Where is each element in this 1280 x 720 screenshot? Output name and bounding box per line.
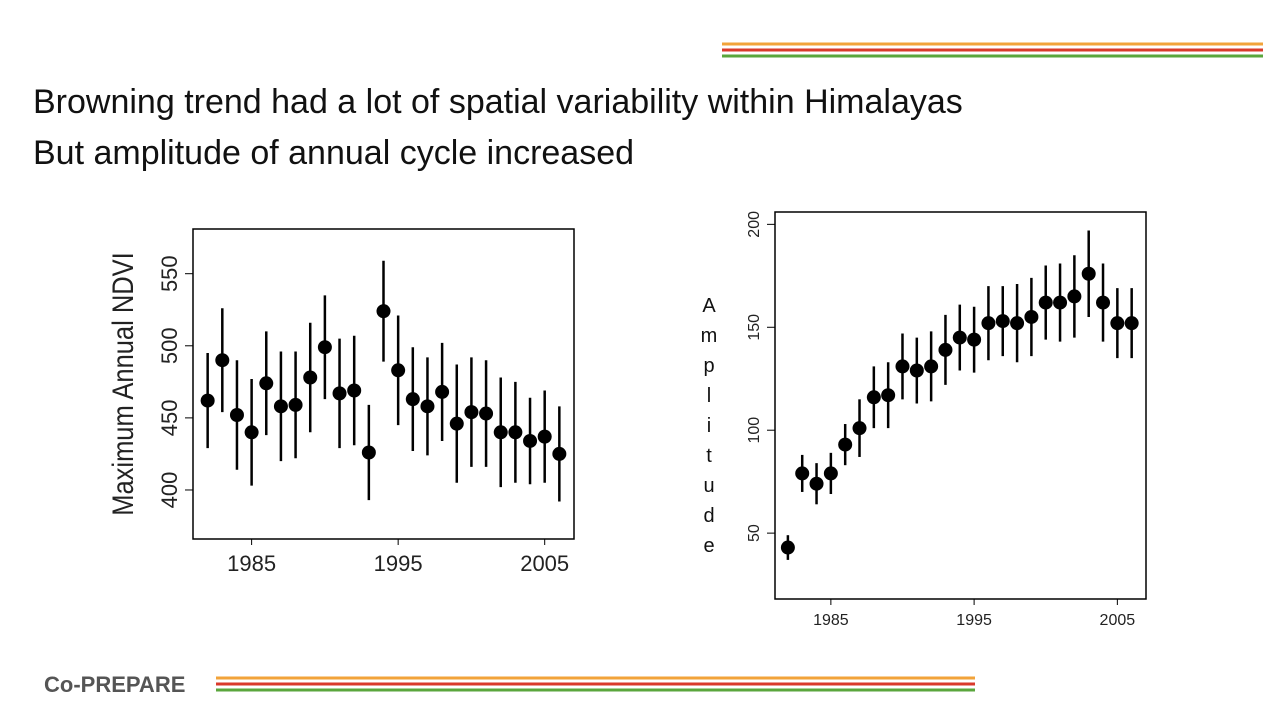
y-tick-label: 150 (746, 314, 763, 341)
y-tick-label: 500 (157, 327, 182, 364)
point (809, 476, 824, 491)
decor-bottom (216, 676, 975, 692)
plot-frame (774, 211, 1147, 600)
point (1124, 316, 1139, 331)
point (1038, 295, 1053, 310)
point (1081, 266, 1096, 281)
point (317, 340, 332, 355)
point (303, 370, 318, 385)
point (1096, 295, 1111, 310)
x-tick-label: 2005 (1100, 612, 1136, 629)
point (1067, 289, 1082, 304)
y-tick-label: 550 (157, 255, 182, 292)
y-tick-label: 50 (746, 524, 763, 542)
x-tick-label: 1995 (374, 551, 423, 576)
x-tick-label: 1985 (813, 612, 849, 629)
point (508, 425, 523, 440)
point (938, 342, 953, 357)
x-tick-label: 2005 (520, 551, 569, 576)
point (273, 399, 288, 414)
y-tick-label: 400 (157, 472, 182, 509)
y-tick-label: 100 (746, 417, 763, 444)
point (464, 405, 479, 420)
y-tick-label: 450 (157, 400, 182, 437)
point (449, 416, 464, 431)
point (332, 386, 347, 401)
point (881, 388, 896, 403)
slide-line: Browning trend had a lot of spatial vari… (33, 83, 963, 121)
point (229, 408, 244, 422)
point (215, 353, 230, 368)
point (967, 332, 982, 347)
point (838, 437, 853, 452)
point (361, 445, 376, 460)
plot-frame (192, 228, 575, 540)
point (1053, 295, 1068, 310)
point (376, 304, 391, 319)
decor-top (722, 42, 1263, 58)
point (780, 540, 795, 555)
point (479, 406, 494, 421)
point (244, 425, 259, 440)
point (420, 399, 435, 414)
point (1110, 316, 1125, 331)
point (1024, 309, 1039, 324)
point (435, 384, 450, 399)
point (259, 376, 274, 391)
point (795, 466, 810, 481)
x-tick-label: 1985 (227, 551, 276, 576)
point (405, 392, 420, 407)
point (981, 316, 996, 331)
point (523, 433, 538, 448)
point (391, 363, 406, 378)
y-axis-label: Maximum Annual NDVI (106, 252, 139, 515)
point (909, 363, 924, 378)
point (1010, 316, 1025, 331)
point (895, 359, 910, 374)
point (924, 359, 939, 374)
point (823, 466, 838, 481)
point (493, 425, 508, 440)
slide-line: But amplitude of annual cycle increased (33, 134, 634, 172)
point (347, 383, 362, 398)
x-tick-label: 1995 (956, 612, 992, 629)
point (552, 446, 567, 461)
point (288, 397, 303, 412)
logo: Co-PREPARE (44, 672, 185, 697)
point (200, 393, 215, 408)
point (537, 429, 552, 444)
y-tick-label: 200 (746, 211, 763, 238)
point (995, 314, 1010, 329)
point (952, 330, 967, 345)
point (852, 421, 867, 436)
point (866, 390, 881, 405)
